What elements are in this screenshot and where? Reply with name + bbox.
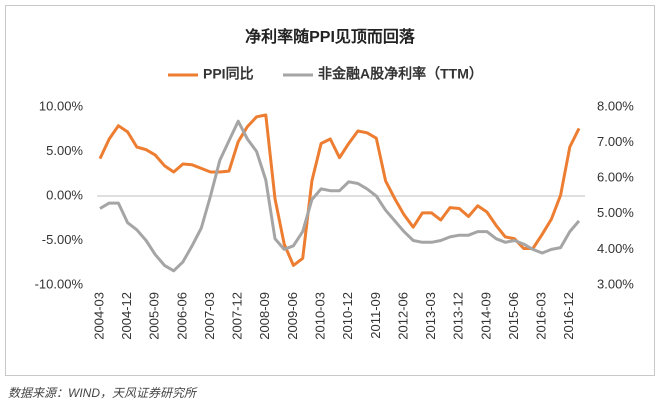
x-tick-label: 2008-09 <box>257 292 272 340</box>
y2-tick-label: 3.00% <box>597 276 634 291</box>
x-tick-label: 2013-12 <box>451 292 466 340</box>
y2-tick-label: 8.00% <box>597 98 634 113</box>
x-tick-label: 2006-06 <box>174 292 189 340</box>
series-line <box>99 119 581 273</box>
x-tick-label: 2015-06 <box>506 292 521 340</box>
x-tick-label: 2007-03 <box>202 292 217 340</box>
x-tick-label: 2011-09 <box>368 292 383 339</box>
legend-label: 非金融A股净利率（TTM） <box>318 66 483 82</box>
y-tick-label: 5.00% <box>46 143 83 158</box>
x-tick-label: 2014-09 <box>478 292 493 340</box>
x-tick-label: 2012-06 <box>395 292 410 340</box>
x-tick-label: 2010-03 <box>313 292 328 340</box>
x-tick-label: 2005-09 <box>147 292 162 340</box>
source-note: 数据来源：WIND，天风证券研究所 <box>8 386 198 400</box>
x-tick-label: 2016-03 <box>534 292 549 340</box>
y2-tick-label: 6.00% <box>597 170 634 185</box>
y2-tick-label: 5.00% <box>597 205 634 220</box>
y-tick-label: -5.00% <box>42 232 84 247</box>
x-tick-label: 2004-12 <box>119 292 134 340</box>
y2-tick-label: 7.00% <box>597 134 634 149</box>
chart-title: 净利率随PPI见顶而回落 <box>245 27 416 46</box>
x-tick-label: 2009-06 <box>285 292 300 340</box>
y2-tick-label: 4.00% <box>597 241 634 256</box>
x-tick-label: 2007-12 <box>230 292 245 340</box>
y-tick-label: -10.00% <box>35 276 84 291</box>
legend-label: PPI同比 <box>203 66 254 82</box>
series-line <box>98 113 581 267</box>
y-tick-label: 10.00% <box>39 98 84 113</box>
x-tick-label: 2004-03 <box>91 292 106 340</box>
x-tick-label: 2010-12 <box>340 292 355 340</box>
y-tick-label: 0.00% <box>46 187 83 202</box>
x-tick-label: 2013-03 <box>423 292 438 340</box>
x-tick-label: 2016-12 <box>561 292 576 340</box>
